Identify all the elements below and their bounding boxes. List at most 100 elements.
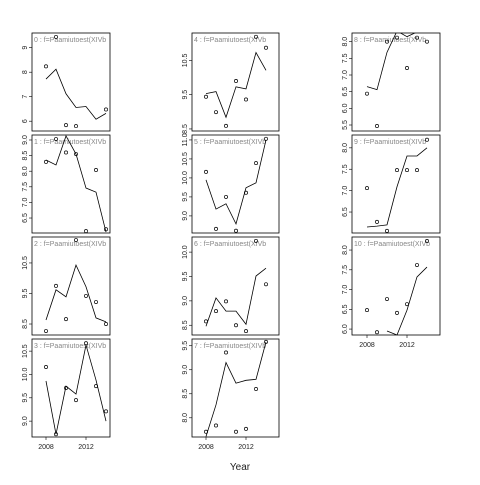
y-tick-label: 9.0: [22, 416, 29, 426]
panel: 4 : f=Paamiutoest(XIVb: [194, 34, 268, 128]
x-tick-label: 2012: [238, 444, 254, 451]
point: [64, 150, 68, 155]
point: [104, 322, 108, 326]
panel-title: 0 : f=Paamiutoest(XIVb: [34, 37, 106, 44]
point: [254, 387, 258, 391]
point: [234, 79, 238, 83]
panel-title: 5 : f=Paamiutoest(XIVb: [194, 139, 266, 146]
panel-frame: [31, 32, 111, 132]
x-tick-label: 2008: [198, 444, 214, 451]
point: [415, 168, 419, 173]
y-tick-label: 8.5: [22, 319, 29, 329]
y-tick-label: 7.0: [342, 186, 349, 196]
y-tick-label: 8: [22, 70, 29, 74]
y-tick-label: 9.0: [182, 296, 189, 306]
point: [415, 35, 419, 40]
point: [234, 228, 238, 233]
y-tick-label: 9.0: [182, 365, 189, 375]
y-tick-label: 8.0: [342, 37, 349, 47]
y-tick-label: 10.5: [22, 344, 29, 358]
fit-line: [205, 267, 267, 327]
point: [84, 293, 88, 298]
y-tick-label: 7.5: [22, 182, 29, 192]
y-tick-label: 8.0: [22, 166, 29, 176]
y-tick-label: 10.0: [22, 368, 29, 382]
panel-frame: [31, 134, 111, 234]
point: [375, 219, 379, 224]
panel-frame: [191, 236, 280, 336]
panel-title: 1 : f=Paamiutoest(XIVb: [34, 139, 106, 146]
y-tick-label: 9.5: [182, 90, 189, 100]
point: [234, 429, 238, 434]
panel: 1 : f=Paamiutoest(XIVb: [34, 135, 108, 233]
point: [214, 309, 218, 314]
point: [54, 34, 58, 39]
y-tick-label: 10.0: [182, 245, 189, 259]
point: [264, 45, 268, 50]
point: [425, 239, 429, 243]
x-tick-label: 2008: [359, 342, 375, 349]
panel-title: 9 : f=Paamiutoest(XIVb: [354, 139, 426, 146]
y-tick-label: 7.5: [342, 164, 349, 174]
point: [64, 317, 68, 322]
point: [224, 194, 228, 199]
y-tick-label: 8.0: [182, 413, 189, 423]
point: [425, 137, 429, 142]
point: [94, 168, 98, 172]
point: [204, 169, 208, 174]
y-tick-label: 10.5: [22, 256, 29, 270]
point: [74, 398, 78, 403]
y-tick-label: 5.5: [342, 120, 349, 130]
y-tick-label: 9.5: [182, 192, 189, 202]
point: [94, 300, 98, 304]
point: [264, 282, 268, 287]
y-tick-label: 10.5: [182, 152, 189, 166]
x-tick-label: 2012: [78, 444, 94, 451]
panel: 6 : f=Paamiutoest(XIVb: [194, 238, 268, 334]
panel-title: 3 : f=Paamiutoest(XIVb: [34, 343, 106, 350]
panel: 3 : f=Paamiutoest(XIVb: [34, 341, 108, 437]
y-tick-label: 6.0: [342, 324, 349, 334]
point: [44, 64, 48, 69]
point: [395, 35, 399, 40]
panel-frame: [351, 134, 441, 234]
panel-frame: [191, 134, 280, 234]
point: [244, 97, 248, 102]
y-tick-label: 7.0: [342, 70, 349, 80]
y-tick-label: 6.5: [342, 304, 349, 314]
point: [375, 330, 379, 335]
point: [224, 123, 228, 128]
fit-line: [386, 266, 428, 335]
y-tick-label: 7.5: [342, 265, 349, 275]
point: [244, 329, 248, 334]
point: [385, 228, 389, 233]
point: [375, 124, 379, 128]
point: [44, 329, 48, 333]
panel: 10 : f=Paamiutoest(XIVb: [354, 239, 430, 335]
x-tick-label: 2008: [38, 444, 54, 451]
fit-line: [45, 68, 107, 120]
point: [415, 263, 419, 268]
point: [74, 238, 78, 243]
fit-line: [366, 147, 428, 228]
y-tick-label: 8.0: [342, 143, 349, 153]
point: [54, 283, 58, 288]
point: [234, 323, 238, 328]
point: [224, 299, 228, 304]
panel-frame: [191, 32, 280, 132]
fit-line: [45, 135, 107, 233]
y-tick-label: 9.5: [182, 272, 189, 282]
point: [204, 94, 208, 99]
y-tick-label: 8.5: [182, 389, 189, 399]
point: [44, 365, 48, 369]
point: [425, 39, 429, 44]
y-tick-label: 6.5: [342, 87, 349, 97]
panel-frame: [31, 236, 111, 336]
panel: 2 : f=Paamiutoest(XIVb: [34, 238, 108, 333]
panel: 5 : f=Paamiutoest(XIVb: [194, 136, 268, 233]
y-tick-label: 9.0: [22, 135, 29, 145]
panel: 8 : f=Paamiutoest(XIVb: [354, 33, 429, 128]
fit-line: [45, 344, 107, 435]
x-tick-label: 2012: [399, 342, 415, 349]
point: [395, 310, 399, 315]
